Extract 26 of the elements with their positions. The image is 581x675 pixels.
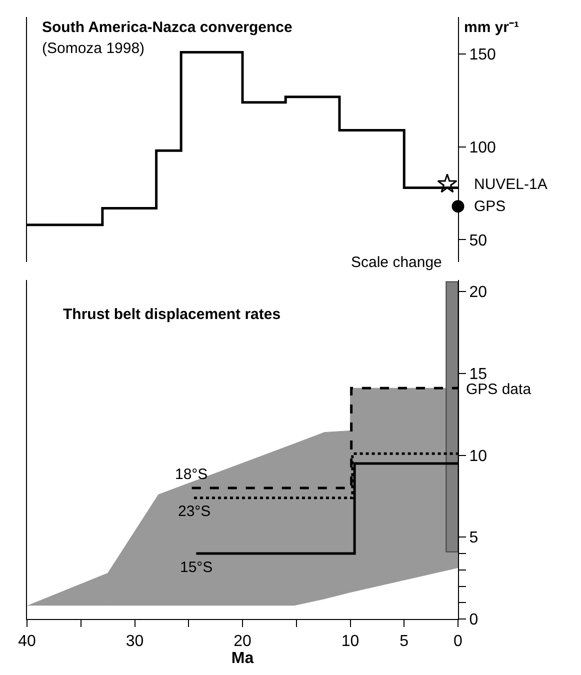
y-tick-label: 15 <box>469 366 488 384</box>
y-tick-label: 50 <box>469 232 488 250</box>
y-tick-label: 0 <box>469 612 478 629</box>
y-tick-label: 150 <box>469 46 496 64</box>
series-label: 15°S <box>180 559 213 576</box>
chart-title: South America-Nazca convergence <box>42 19 292 36</box>
x-tick-label: 30 <box>126 633 144 650</box>
x-tick-label: 40 <box>18 633 36 650</box>
text: (Somoza 1998) <box>42 40 145 57</box>
x-tick-label: 0 <box>454 633 463 650</box>
series-label: GPS <box>474 198 506 215</box>
annotation: Scale change <box>351 254 442 271</box>
series-label: GPS data <box>466 381 532 398</box>
text: Thrust belt displacement rates <box>63 306 281 323</box>
y-tick-label: 20 <box>469 284 488 302</box>
series-label: NUVEL-1A <box>474 176 548 193</box>
series-label: 18°S <box>175 466 208 483</box>
x-tick-label: 10 <box>341 633 360 650</box>
x-tick-label: 5 <box>400 633 409 650</box>
y-axis-title: mm yr⁻¹ <box>464 19 520 36</box>
x-axis-title: Ma <box>231 650 254 668</box>
y-tick-label: 10 <box>469 448 488 465</box>
y-tick-label: 5 <box>469 530 478 547</box>
y-tick-label: 100 <box>469 140 496 157</box>
series-label: 23°S <box>178 503 211 520</box>
x-tick-label: 20 <box>234 633 252 650</box>
